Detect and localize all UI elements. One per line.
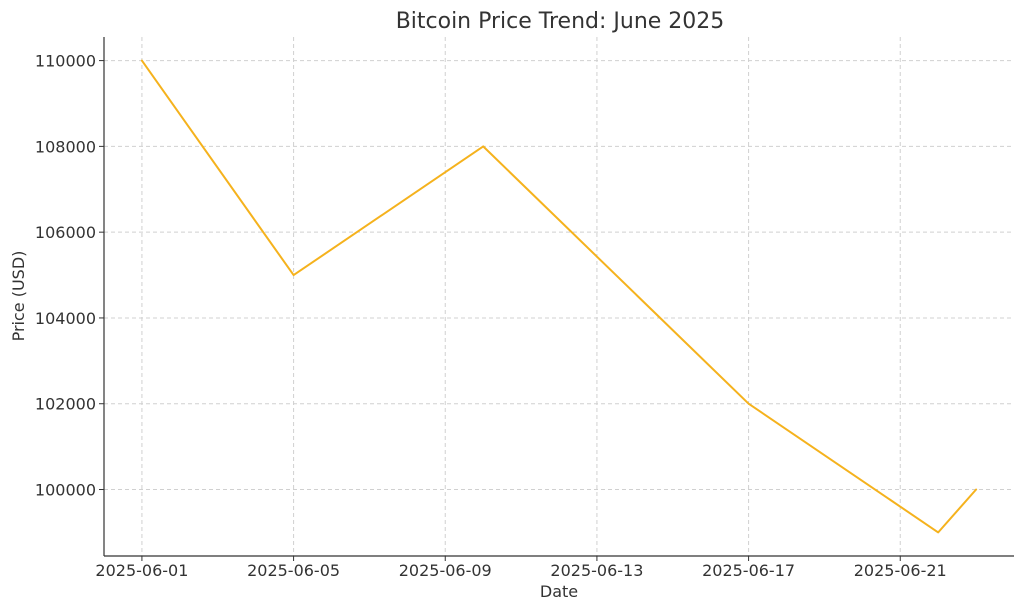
x-tick-label: 2025-06-17 [702, 561, 795, 580]
series-line [140, 59, 978, 534]
y-tick-label: 100000 [35, 481, 96, 500]
y-axis-label: Price (USD) [9, 251, 28, 342]
x-tick-label: 2025-06-05 [247, 561, 340, 580]
y-tick-label: 104000 [35, 309, 96, 328]
ticks-layer: 2025-06-01 2025-06-05 2025-06-09 2025-06-13… [35, 52, 947, 580]
x-tick-label: 2025-06-09 [399, 561, 492, 580]
y-tick-label: 108000 [35, 137, 96, 156]
y-tick-label: 106000 [35, 223, 96, 242]
chart-title: Bitcoin Price Trend: June 2025 [396, 9, 725, 34]
series-layer [140, 59, 978, 534]
y-tick-label: 102000 [35, 395, 96, 414]
x-tick-label: 2025-06-13 [550, 561, 643, 580]
y-tick-label: 110000 [35, 52, 96, 71]
grid-layer [104, 37, 1014, 556]
axes-layer [103, 37, 1014, 557]
x-tick-label: 2025-06-01 [95, 561, 188, 580]
x-axis-label: Date [540, 582, 578, 601]
x-tick-label: 2025-06-21 [854, 561, 947, 580]
